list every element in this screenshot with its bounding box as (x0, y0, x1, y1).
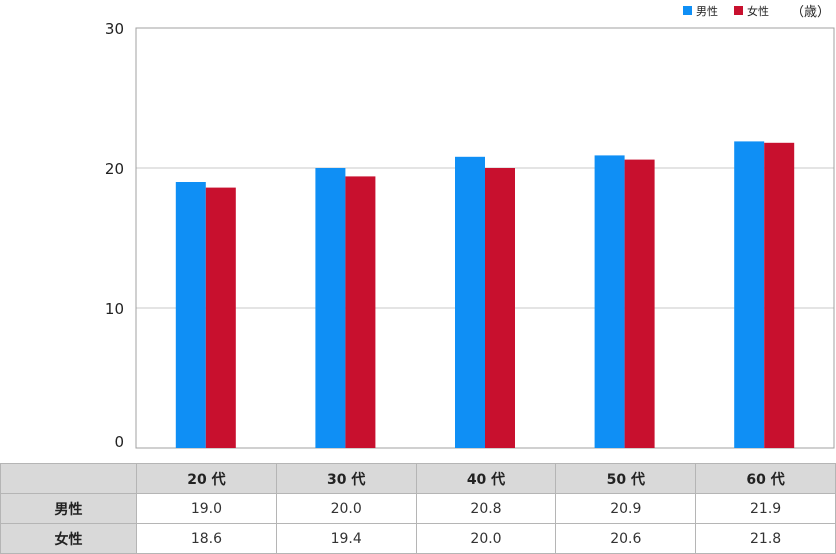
table-row-female: 女性 18.6 19.4 20.0 20.6 21.8 (0, 523, 836, 554)
legend-item-male: 男性 (682, 3, 718, 19)
table-col-header: 20 代 (136, 463, 277, 494)
table-cell: 20.0 (275, 493, 417, 524)
table-col-header: 50 代 (555, 463, 697, 494)
bar-chart: 0 10 20 30 (105, 20, 835, 451)
table-cell: 19.0 (136, 493, 277, 524)
table-cell: 20.9 (555, 493, 697, 524)
bar-male (594, 155, 625, 448)
y-tick-label: 30 (105, 20, 124, 38)
legend-label-male: 男性 (695, 4, 718, 18)
legend-swatch-female (733, 6, 743, 15)
table-col-header: 30 代 (275, 463, 417, 494)
y-tick-label: 10 (105, 300, 124, 318)
y-tick-label: 0 (114, 433, 124, 451)
bar-male (175, 182, 206, 448)
bar-female (764, 142, 795, 449)
legend-item-female: 女性 (733, 3, 769, 19)
table-cell: 21.8 (695, 523, 836, 554)
legend-label-female: 女性 (746, 4, 769, 18)
chart-legend: 男性 女性 （歳） (682, 1, 830, 20)
bar-female (624, 159, 655, 448)
bar-female (205, 187, 236, 448)
table-row-label: 女性 (0, 523, 137, 554)
table-row-male: 男性 19.0 20.0 20.8 20.9 21.9 (0, 493, 836, 524)
bar-female (485, 168, 515, 448)
unit-label: （歳） (790, 5, 830, 20)
table-header-row: 20 代 30 代 40 代 50 代 60 代 (0, 463, 836, 494)
bar-female (345, 176, 376, 448)
table-cell: 18.6 (136, 523, 277, 554)
table-row-label: 男性 (0, 493, 137, 524)
table-corner-cell (0, 463, 137, 494)
table-cell: 20.6 (555, 523, 697, 554)
table-cell: 19.4 (275, 523, 417, 554)
legend-swatch-male (682, 6, 692, 15)
bar-male (315, 168, 346, 448)
table-cell: 20.8 (415, 493, 557, 524)
table-cell: 21.9 (695, 493, 836, 524)
table-col-header: 40 代 (415, 463, 557, 494)
table-cell: 20.0 (415, 523, 557, 554)
data-table: 20 代 30 代 40 代 50 代 60 代 男性 19.0 20.0 20… (0, 463, 836, 554)
bar-male (734, 141, 765, 448)
y-tick-label: 20 (105, 160, 124, 178)
table-col-header: 60 代 (695, 463, 836, 494)
bar-male (455, 156, 485, 449)
